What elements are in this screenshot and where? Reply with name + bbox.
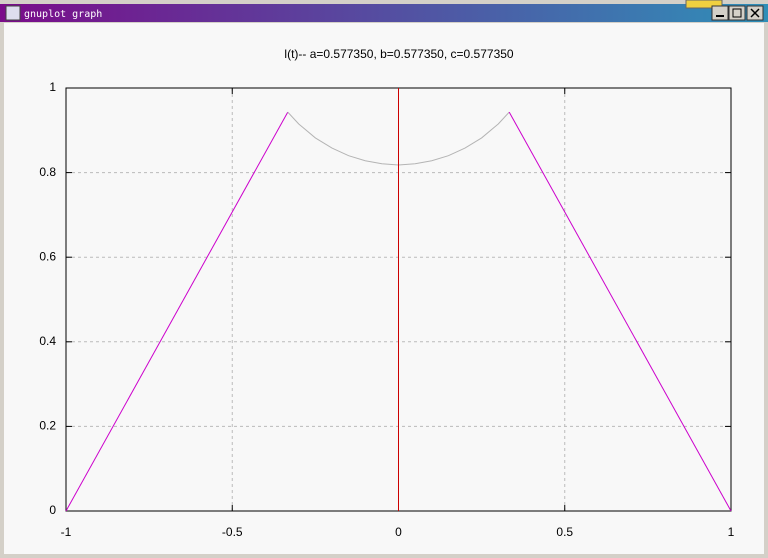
app-icon — [5, 5, 21, 21]
chart-title: l(t)-- a=0.577350, b=0.577350, c=0.57735… — [284, 47, 514, 61]
x-tick-label: -0.5 — [222, 525, 243, 539]
minimize-button[interactable] — [711, 5, 729, 21]
x-tick-label: 0 — [395, 525, 402, 539]
maximize-glyph — [732, 8, 742, 18]
close-glyph — [750, 8, 760, 18]
line-series — [65, 111, 289, 512]
tray-icon — [685, 0, 723, 9]
y-tick-label: 0.4 — [39, 334, 56, 348]
y-tick-label: 1 — [49, 80, 56, 94]
maximize-button[interactable] — [728, 5, 746, 21]
line-series — [508, 111, 732, 512]
y-tick-label: 0.6 — [39, 249, 56, 263]
x-tick-label: -1 — [61, 525, 72, 539]
y-tick-label: 0 — [49, 503, 56, 517]
x-tick-label: 0.5 — [556, 525, 573, 539]
x-tick-label: 1 — [728, 525, 735, 539]
y-tick-label: 0.8 — [39, 165, 56, 179]
title-bar — [0, 4, 768, 22]
window-title: gnuplot graph — [24, 9, 102, 20]
plot: 0 0.2 0.4 0.6 0.8 1 -1 -0.5 0 0.5 1 — [39, 80, 734, 539]
y-tick-label: 0.2 — [39, 419, 56, 433]
plot-canvas — [4, 23, 764, 554]
